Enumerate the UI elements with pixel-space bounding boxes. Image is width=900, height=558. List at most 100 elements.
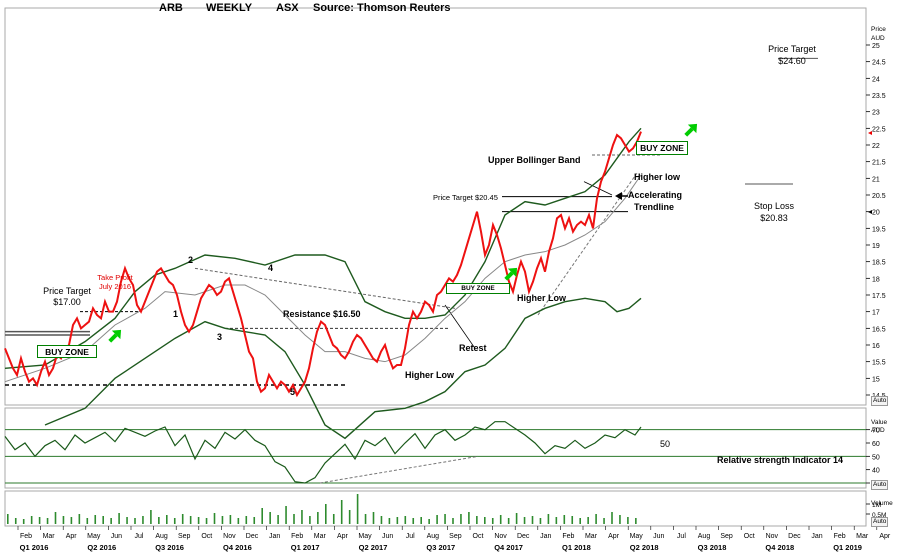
rsi-axis-unit: AUD <box>871 427 885 434</box>
rsi-line <box>4 421 642 484</box>
wave-4-label: 4 <box>268 263 274 273</box>
volume-bar <box>245 516 248 524</box>
month-label: Oct <box>201 533 212 540</box>
auto-button-price[interactable]: Auto <box>871 396 889 406</box>
rsi-tick-label: 60 <box>872 441 880 448</box>
month-label: Feb <box>20 533 32 540</box>
take-profit-line-1: Take Profit <box>97 273 133 282</box>
month-label: Oct <box>473 533 484 540</box>
volume-bar <box>452 518 454 524</box>
volume-bars <box>7 494 637 524</box>
volume-bar <box>356 494 359 524</box>
price-tick-label: 19 <box>872 243 880 250</box>
volume-bar <box>579 518 581 524</box>
month-label: Jul <box>677 533 686 540</box>
volume-bar <box>372 512 375 524</box>
period-label: WEEKLY <box>206 2 253 14</box>
quarter-label: Q3 2018 <box>698 543 727 552</box>
month-label: Aug <box>698 533 711 540</box>
volume-bar <box>404 516 407 524</box>
volume-bar <box>237 518 240 524</box>
bollinger-pointer <box>583 181 613 196</box>
volume-bar <box>14 518 17 524</box>
wave-3-label: 3 <box>217 332 223 342</box>
price-tick-label: 18 <box>872 276 880 283</box>
volume-bar <box>627 517 629 524</box>
month-label: May <box>87 533 101 540</box>
price-panel <box>4 7 867 406</box>
stop-marker <box>868 210 872 214</box>
price-tick-label: 17.5 <box>872 293 886 300</box>
accelerating-label-1: Accelerating <box>628 190 683 200</box>
volume-bar <box>484 517 486 524</box>
wave-1-label: 1 <box>173 309 179 319</box>
quarter-label: Q1 2017 <box>291 543 320 552</box>
month-label: Nov <box>223 533 236 540</box>
quarter-labels: Q1 2016 Q2 2016 Q3 2016 Q4 2016 Q1 2017 Q2 20… <box>20 543 862 552</box>
volume-bar <box>285 506 287 524</box>
volume-bar <box>78 514 81 524</box>
source-label: Source: Thomson Reuters <box>313 2 451 14</box>
month-label: Nov <box>766 533 779 540</box>
ticker-label: ARB <box>159 2 183 14</box>
volume-bar <box>94 515 97 524</box>
month-label: Mar <box>43 533 56 540</box>
month-label: May <box>630 533 644 540</box>
price-axis-unit: AUD <box>871 35 885 42</box>
month-label: Nov <box>494 533 507 540</box>
quarter-label: Q4 2016 <box>223 543 252 552</box>
price-tick-label: 17 <box>872 310 880 317</box>
price-tick-label: 19.5 <box>872 226 886 233</box>
higher-low-label-3: Higher low <box>634 172 681 182</box>
quarter-label: Q1 2018 <box>562 543 591 552</box>
quarter-label: Q2 2018 <box>630 543 659 552</box>
rsi-axis-title: Value <box>871 419 888 426</box>
rsi-trendline <box>319 455 479 484</box>
rsi-tick-label: 70 <box>872 428 880 435</box>
buy-arrow-3 <box>684 123 698 137</box>
month-label: Dec <box>788 533 801 540</box>
buy-arrow-2 <box>504 267 518 281</box>
volume-bar <box>166 515 168 524</box>
month-label: Apr <box>66 533 78 540</box>
volume-bar <box>229 515 232 524</box>
month-label: Apr <box>608 533 620 540</box>
price-tick-label: 23.5 <box>872 93 886 100</box>
retest-label: Retest <box>459 343 487 353</box>
quarter-label: Q1 2019 <box>833 543 862 552</box>
volume-bar <box>142 516 144 524</box>
resistance-label: Resistance $16.50 <box>283 309 361 319</box>
month-label: Aug <box>427 533 440 540</box>
month-label: Jul <box>406 533 415 540</box>
volume-bar <box>635 518 637 524</box>
price-target-1-value: $17.00 <box>53 297 81 307</box>
month-labels: Feb Mar Apr May Jun Jul Aug Sep Oct Nov Dec Jan Feb M… <box>17 526 891 540</box>
auto-button-rsi[interactable]: Auto <box>871 480 889 490</box>
volume-bar <box>515 513 518 524</box>
volume-bar <box>309 516 311 524</box>
volume-bar <box>396 517 399 524</box>
moving-average-line <box>4 174 642 383</box>
price-target-3-value: $24.60 <box>778 56 806 66</box>
month-label: Sep <box>720 533 733 540</box>
month-label: Dec <box>246 533 259 540</box>
rsi-indicator-label: Relative strength Indicator 14 <box>717 455 844 465</box>
exchange-label: ASX <box>276 2 299 14</box>
month-label: Feb <box>562 533 574 540</box>
volume-bar <box>444 514 446 524</box>
volume-bar <box>436 515 438 524</box>
volume-bar <box>619 515 621 524</box>
quarter-label: Q2 2016 <box>87 543 116 552</box>
volume-tick-label: 1M <box>872 502 881 509</box>
auto-button-volume[interactable]: Auto <box>871 517 889 527</box>
volume-bar <box>189 516 192 524</box>
volume-bar <box>293 514 295 524</box>
volume-bar <box>110 518 112 524</box>
month-label: Jan <box>811 533 822 540</box>
volume-bar <box>118 513 120 524</box>
volume-bar <box>62 516 65 524</box>
month-label: Mar <box>585 533 598 540</box>
volume-bar <box>134 518 136 524</box>
buy-zone-label-3: BUY ZONE <box>636 141 688 155</box>
